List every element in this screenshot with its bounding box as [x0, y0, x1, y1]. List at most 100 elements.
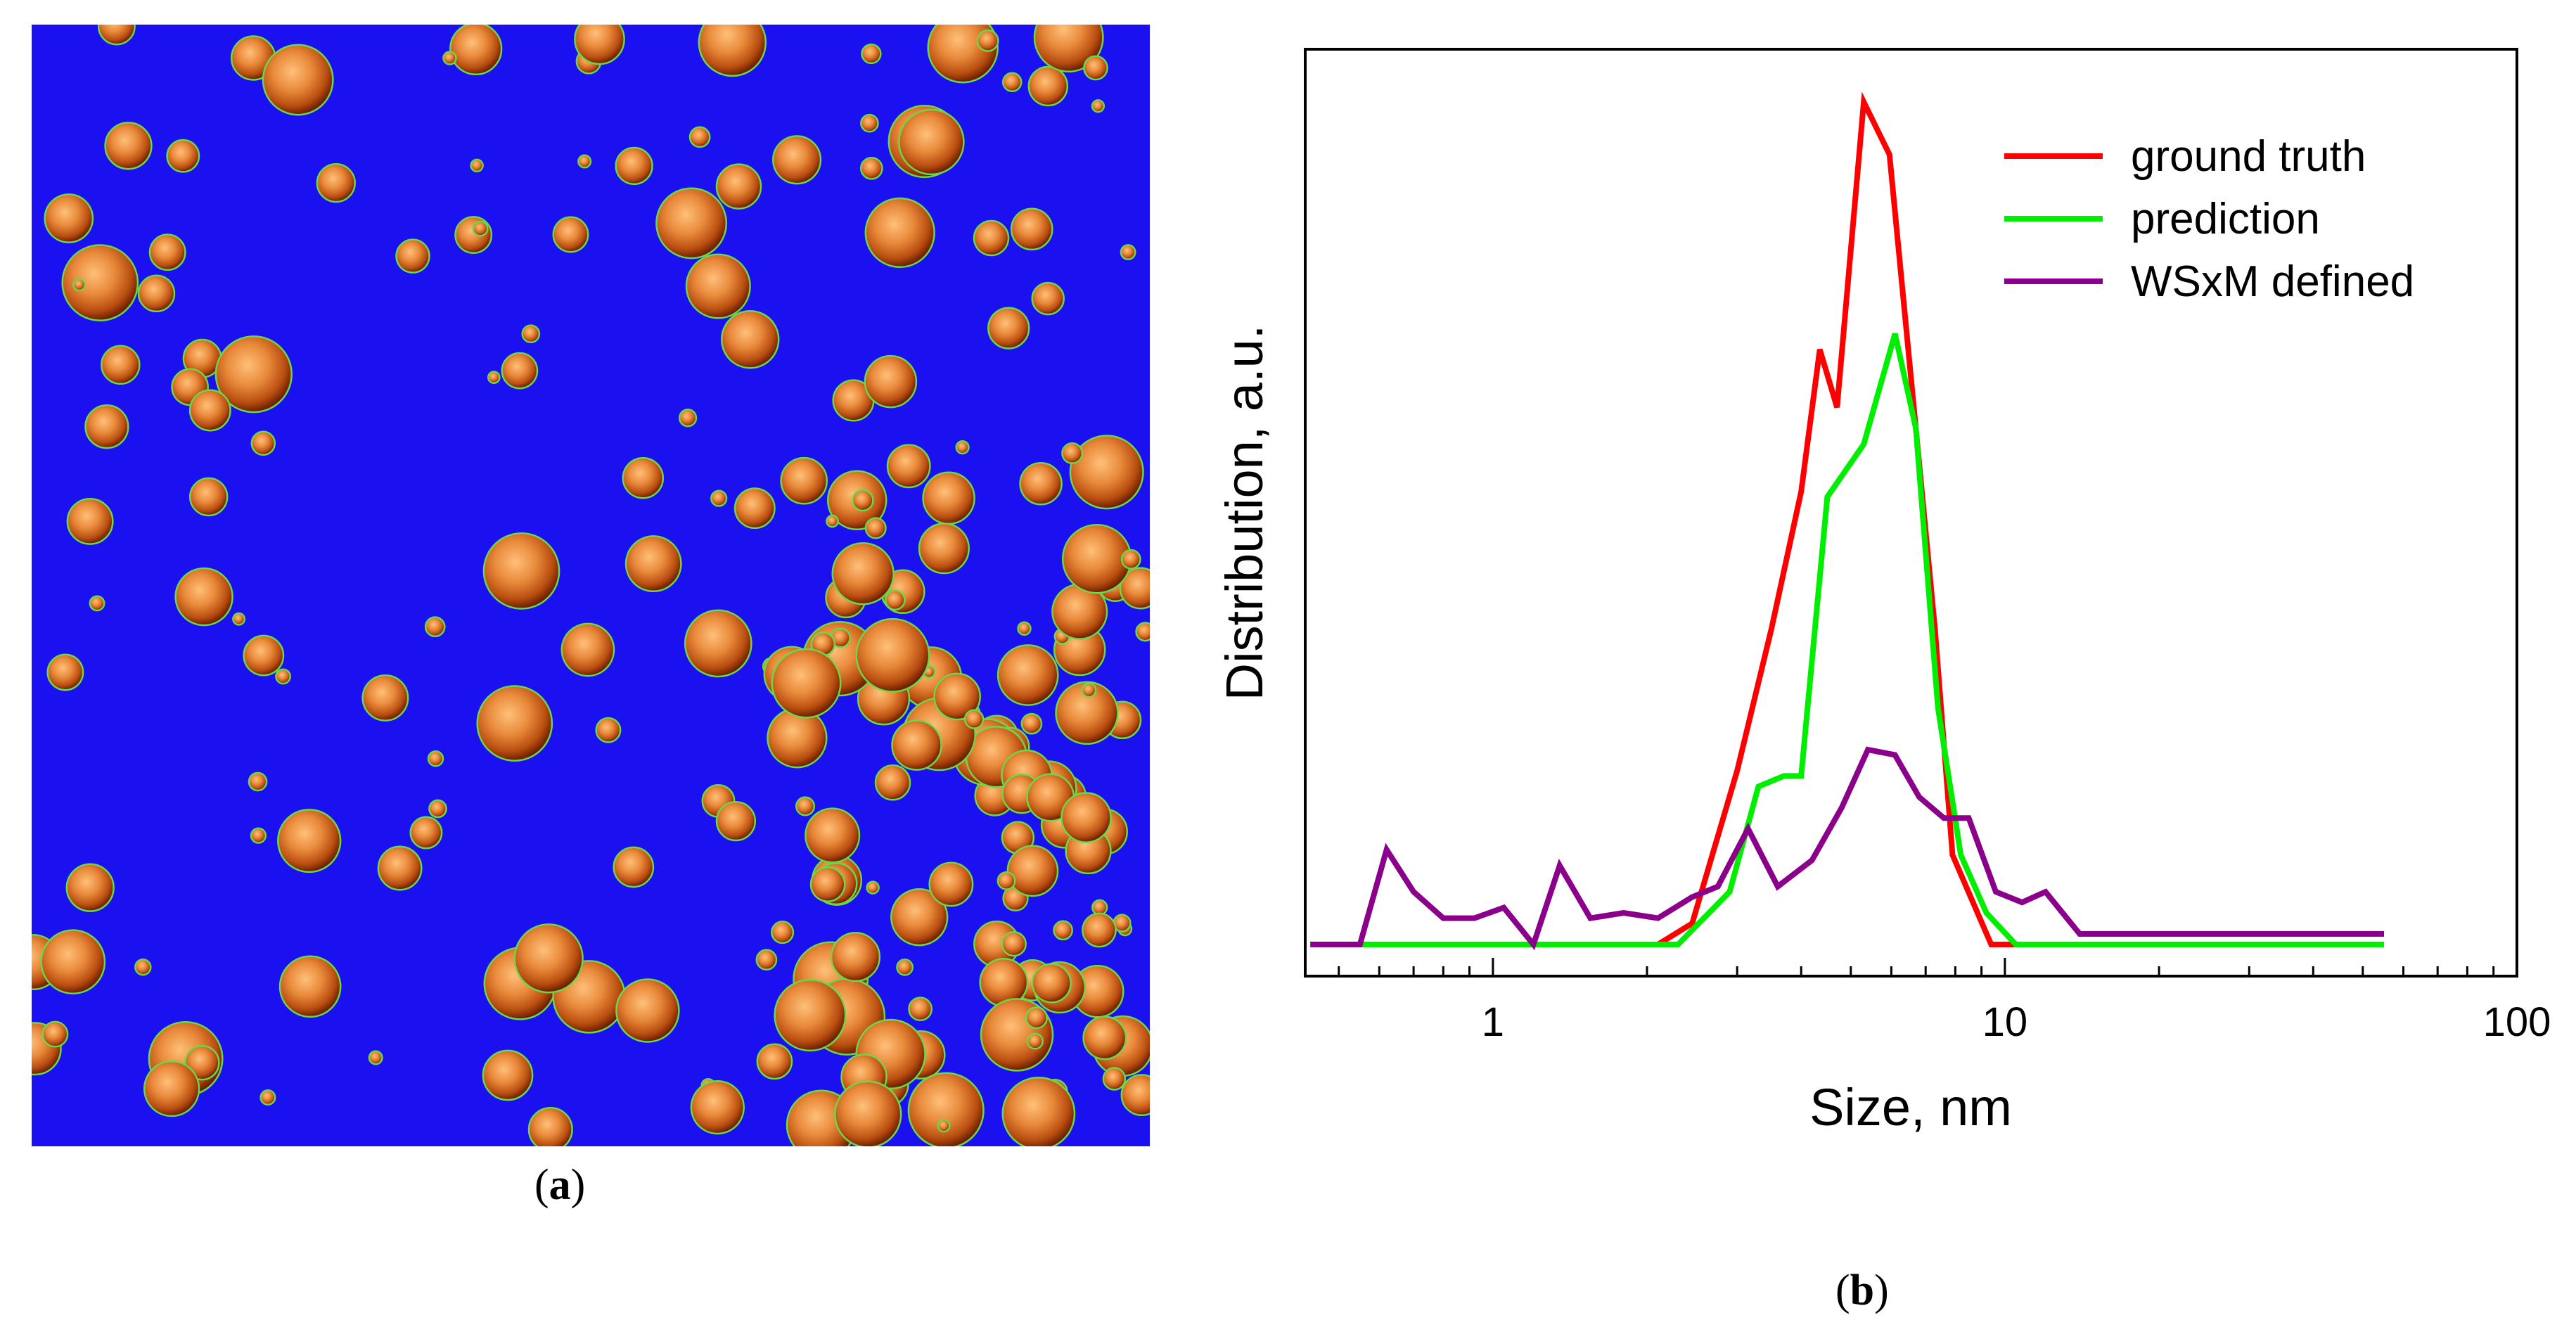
legend-label: prediction: [2131, 195, 2320, 243]
afm-particles: [32, 25, 1150, 1146]
afm-particle: [574, 25, 625, 65]
afm-particle: [40, 929, 106, 995]
afm-particle: [973, 219, 1010, 257]
afm-particle: [864, 354, 918, 409]
afm-particle: [852, 489, 874, 512]
afm-particle: [922, 471, 975, 525]
afm-particle: [859, 156, 883, 180]
afm-particle: [1053, 920, 1073, 941]
afm-particle: [684, 609, 752, 678]
afm-particle: [1027, 65, 1069, 107]
afm-particle: [65, 863, 115, 912]
chart-legend: ground truth prediction WSxM defined: [2004, 132, 2414, 306]
afm-particle: [886, 444, 931, 489]
afm-particle: [1010, 207, 1053, 251]
afm-particle: [698, 25, 767, 77]
afm-particle: [933, 672, 981, 721]
afm-particle: [690, 1079, 745, 1135]
x-tick-label: 10: [1982, 999, 2028, 1045]
afm-particle: [685, 253, 751, 319]
afm-particle: [1091, 99, 1106, 113]
afm-particle: [622, 456, 665, 499]
afm-particle: [46, 653, 84, 691]
afm-image: [32, 25, 1150, 1146]
afm-particle: [104, 122, 153, 170]
afm-particle: [937, 1119, 951, 1133]
afm-particle: [1025, 1006, 1048, 1030]
afm-particle: [1082, 912, 1117, 948]
afm-particle: [97, 25, 136, 46]
chart-series: [1310, 91, 2384, 951]
afm-particle: [316, 162, 356, 203]
afm-particle: [214, 335, 293, 414]
afm-particle: [428, 799, 447, 819]
afm-particle: [890, 888, 949, 947]
afm-particle: [1061, 442, 1084, 464]
afm-particle: [44, 193, 94, 243]
afm-particle: [1019, 462, 1063, 506]
afm-particle: [908, 997, 933, 1022]
afm-particle: [780, 456, 828, 505]
afm-particle: [997, 644, 1059, 706]
afm-particle: [928, 861, 974, 907]
afm-particle: [884, 589, 906, 611]
afm-particle: [166, 139, 200, 173]
x-axis-ticks: [1338, 958, 2518, 976]
afm-particle: [624, 535, 682, 593]
afm-particle: [1069, 435, 1144, 510]
afm-particle: [61, 244, 139, 321]
afm-particle: [795, 796, 816, 816]
afm-particle: [1001, 1077, 1076, 1146]
afm-particle: [1031, 963, 1072, 1004]
panel-a-caption: (a): [534, 1161, 586, 1209]
afm-particle: [482, 1049, 534, 1101]
afm-particle: [1001, 931, 1027, 957]
afm-particle: [134, 958, 152, 976]
afm-particle: [472, 220, 489, 237]
afm-particle: [424, 616, 446, 638]
afm-particle: [861, 43, 882, 65]
afm-particle: [377, 845, 423, 891]
afm-particle: [527, 1106, 573, 1146]
afm-particle: [1120, 244, 1136, 261]
afm-particle: [715, 800, 757, 842]
afm-particle: [72, 278, 86, 292]
x-tick-label: 100: [2483, 999, 2551, 1045]
afm-particle: [615, 146, 653, 186]
afm-particle: [482, 532, 560, 610]
afm-particle: [277, 808, 342, 873]
afm-particle: [655, 187, 728, 260]
afm-particle: [1001, 72, 1023, 93]
afm-particle: [521, 324, 541, 344]
afm-particle: [250, 827, 267, 844]
afm-particle: [250, 430, 276, 456]
afm-image-canvas: [32, 25, 1150, 1146]
afm-particle: [976, 29, 999, 52]
afm-particle: [259, 1089, 276, 1106]
afm-particle: [864, 197, 935, 269]
afm-particle: [409, 816, 443, 850]
afm-particle: [963, 709, 985, 729]
afm-particle: [1026, 1032, 1044, 1050]
afm-particle: [513, 923, 584, 994]
afm-particle: [275, 668, 292, 685]
afm-particle: [1033, 25, 1104, 73]
afm-particle: [830, 932, 881, 982]
plot-frame: [1304, 48, 2518, 978]
afm-particle: [1119, 567, 1150, 610]
afm-particle: [826, 514, 839, 528]
afm-particle: [560, 622, 615, 677]
afm-particle: [66, 497, 114, 545]
afm-particle: [860, 113, 879, 133]
afm-particle: [232, 612, 246, 626]
afm-particle: [896, 959, 914, 976]
afm-particle: [907, 1072, 985, 1146]
afm-particle: [898, 108, 965, 176]
afm-particle: [1031, 281, 1065, 316]
afm-particle: [955, 440, 970, 455]
afm-particle: [1120, 1074, 1150, 1117]
series-line-wsxm-defined: [1310, 746, 2384, 951]
afm-particle: [1083, 55, 1108, 81]
afm-particle: [143, 1060, 200, 1117]
